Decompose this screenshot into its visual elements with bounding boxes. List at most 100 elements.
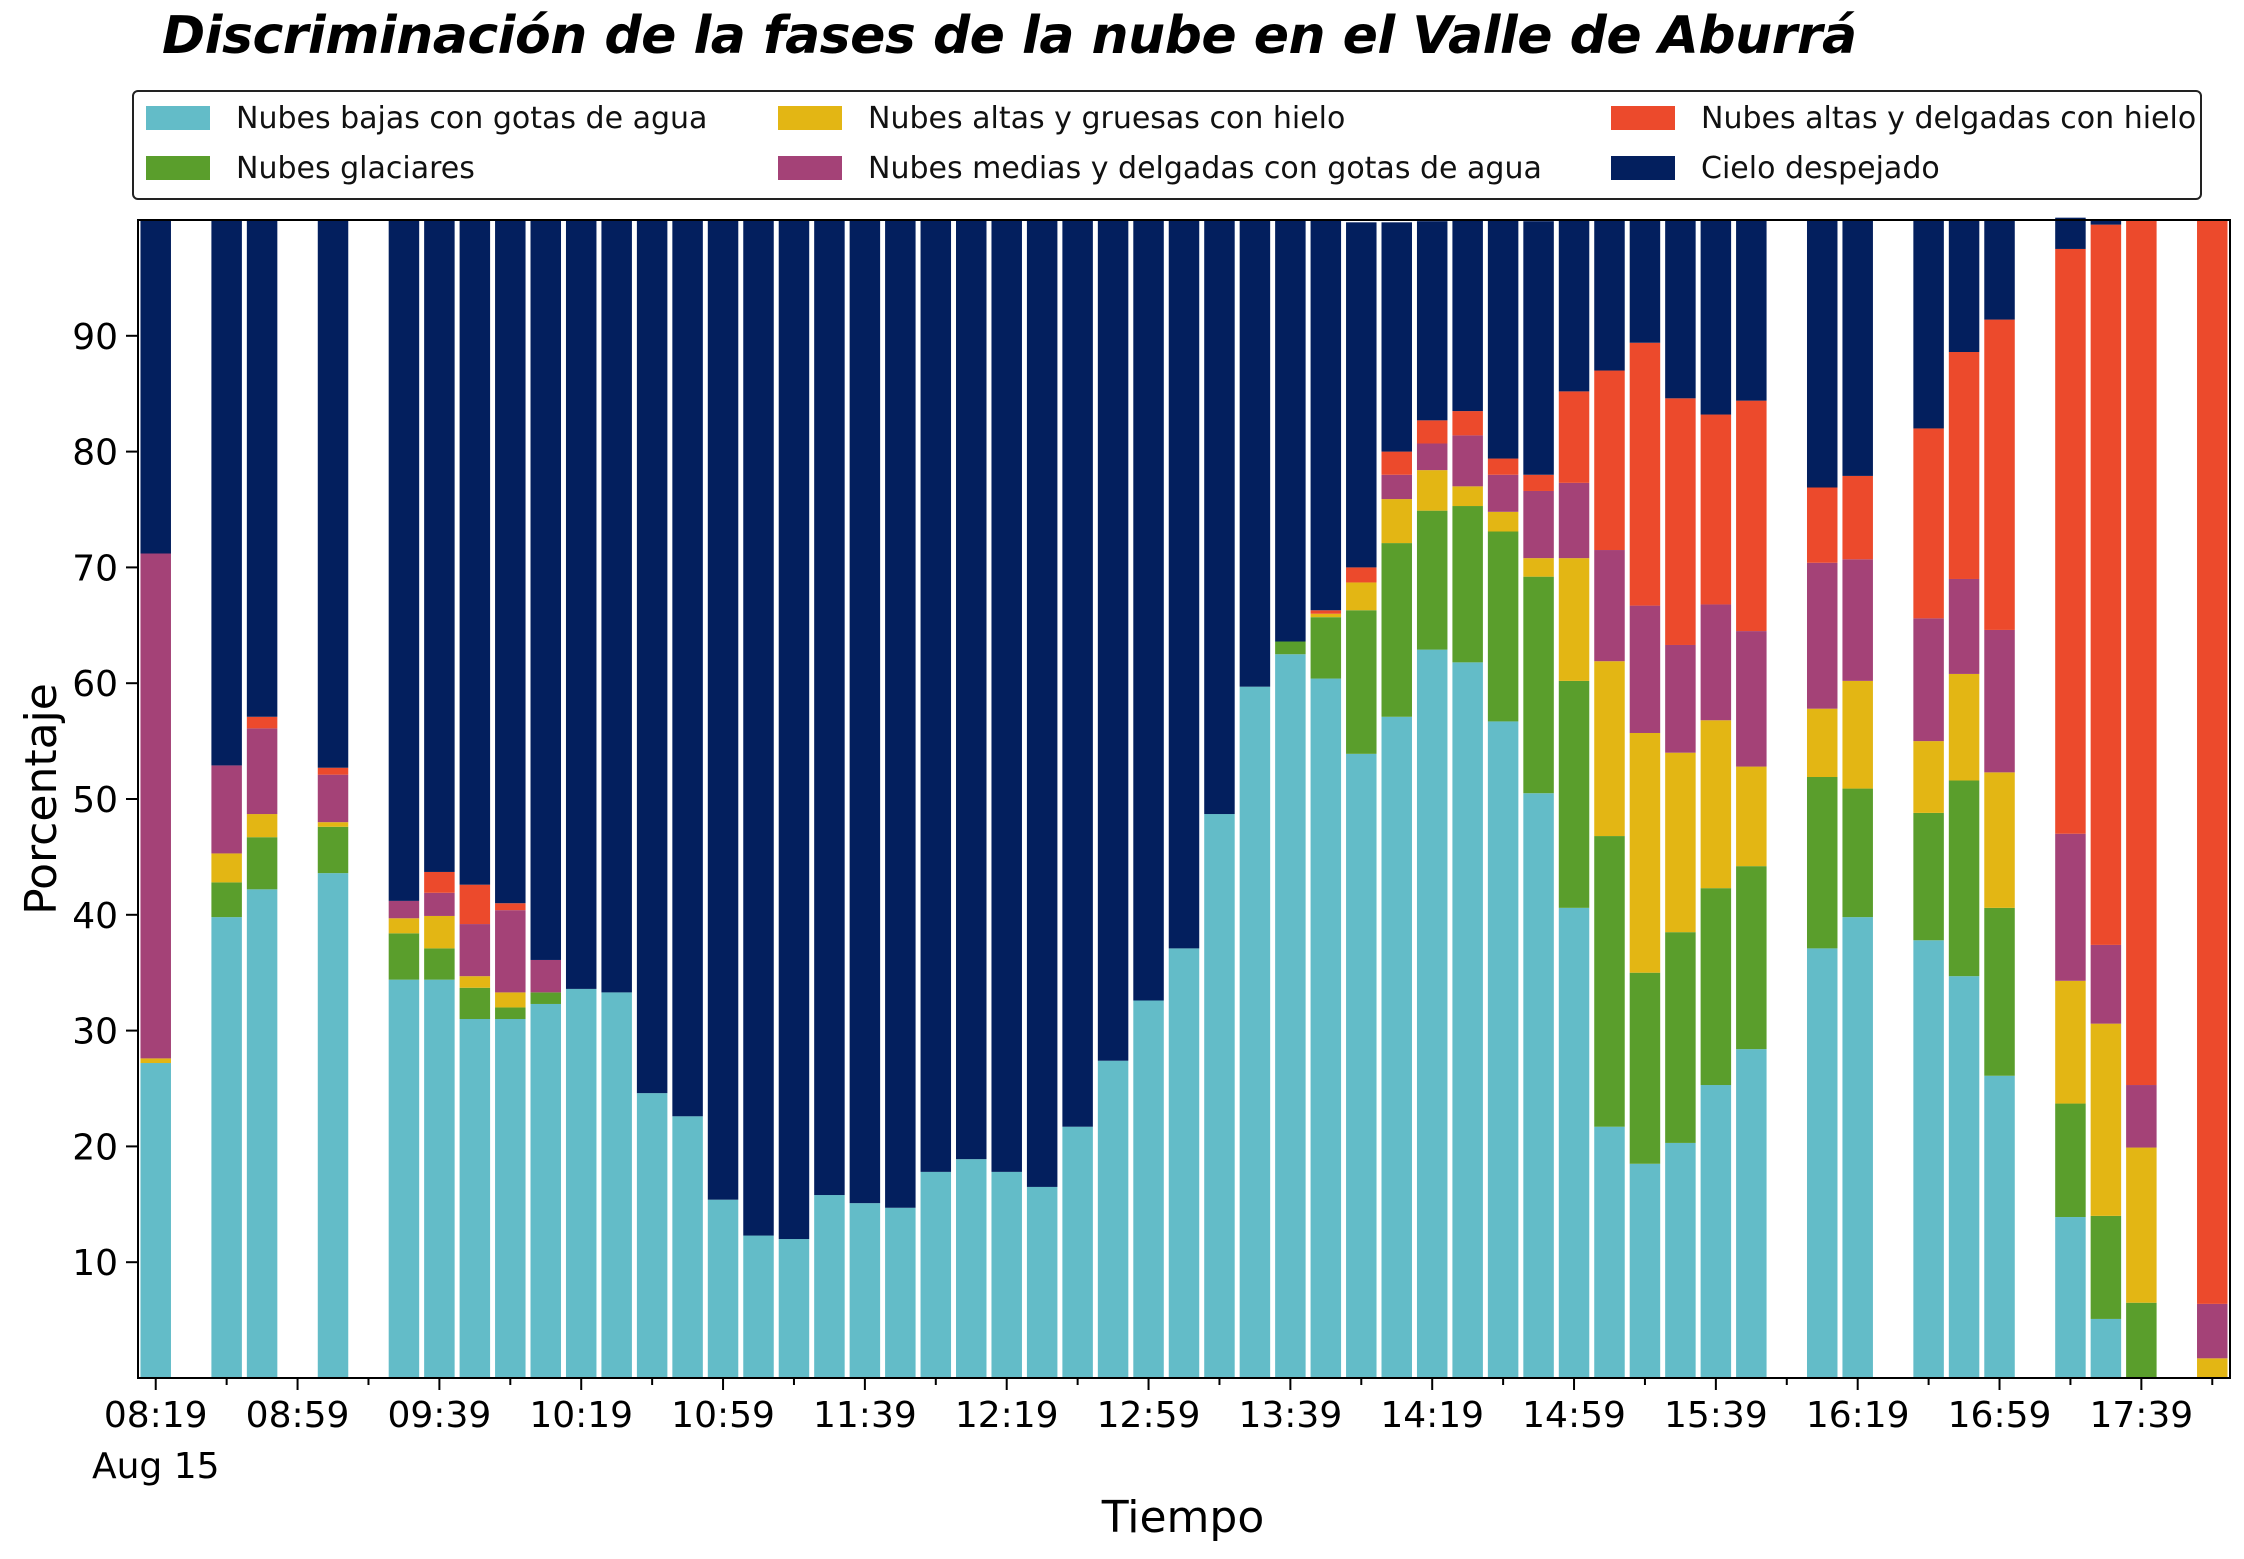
bar-nubes-bajas-con-gotas-de-agua-30: [1204, 814, 1235, 1378]
bar-nubes-altas-y-delgadas-con-hielo-50: [1913, 428, 1944, 619]
bar-nubes-bajas-con-gotas-de-agua-47: [1806, 948, 1838, 1378]
bar-nubes-altas-y-gruesas-con-hielo-2: [211, 853, 242, 883]
bar-nubes-altas-y-delgadas-con-hielo-3: [246, 716, 278, 729]
bar-nubes-glaciares-51: [1948, 780, 1980, 977]
bar-nubes-bajas-con-gotas-de-agua-34: [1346, 753, 1377, 1378]
bar-nubes-medias-y-delgadas-con-gotas-de-agua-51: [1948, 578, 1980, 674]
bar-nubes-altas-y-delgadas-con-hielo-54: [2055, 248, 2086, 834]
bar-nubes-medias-y-delgadas-con-gotas-de-agua-58: [2197, 1303, 2228, 1359]
bar-nubes-altas-y-delgadas-con-hielo-34: [1346, 567, 1377, 583]
bar-nubes-glaciares-35: [1381, 543, 1412, 717]
bar-cielo-despejado-27: [1097, 220, 1129, 1061]
legend-item-cielo-despejado: Cielo despejado: [1611, 148, 1940, 188]
bar-nubes-altas-y-delgadas-con-hielo-56: [2126, 220, 2157, 1086]
bar-nubes-bajas-con-gotas-de-agua-28: [1133, 1000, 1164, 1378]
bar-nubes-bajas-con-gotas-de-agua-13: [601, 992, 632, 1378]
bar-nubes-bajas-con-gotas-de-agua-9: [459, 1019, 491, 1378]
bar-nubes-bajas-con-gotas-de-agua-39: [1523, 793, 1554, 1378]
bar-nubes-bajas-con-gotas-de-agua-10: [495, 1019, 526, 1378]
x-tick-label: 09:39: [388, 1395, 492, 1436]
bar-cielo-despejado-14: [636, 220, 668, 1094]
bar-nubes-medias-y-delgadas-con-gotas-de-agua-2: [211, 765, 242, 854]
bar-nubes-altas-y-gruesas-con-hielo-40: [1558, 558, 1590, 681]
legend-label: Nubes medias y delgadas con gotas de agu…: [868, 150, 1542, 186]
bar-nubes-altas-y-delgadas-con-hielo-43: [1665, 398, 1696, 645]
bar-nubes-altas-y-delgadas-con-hielo-42: [1629, 342, 1661, 606]
bar-nubes-glaciares-34: [1346, 610, 1377, 754]
bar-cielo-despejado-38: [1487, 220, 1519, 459]
y-tick-label: 10: [72, 1243, 118, 1284]
x-tick-label: 08:19: [104, 1395, 208, 1436]
bar-nubes-medias-y-delgadas-con-gotas-de-agua-40: [1558, 482, 1590, 559]
bar-nubes-bajas-con-gotas-de-agua-19: [814, 1195, 845, 1378]
bar-nubes-glaciares-36: [1416, 510, 1448, 650]
legend-item-nubes-altas-y-delgadas-con-hielo: Nubes altas y delgadas con hielo: [1611, 98, 2196, 138]
bar-cielo-despejado-3: [246, 220, 278, 717]
x-tick-label: 08:59: [246, 1395, 350, 1436]
bar-nubes-altas-y-delgadas-con-hielo-51: [1948, 352, 1980, 579]
legend-swatch: [778, 156, 842, 180]
bar-nubes-altas-y-delgadas-con-hielo-38: [1487, 458, 1519, 475]
bar-nubes-medias-y-delgadas-con-gotas-de-agua-56: [2126, 1085, 2157, 1148]
bar-nubes-bajas-con-gotas-de-agua-21: [885, 1207, 916, 1378]
bar-nubes-altas-y-delgadas-con-hielo-41: [1594, 370, 1625, 551]
y-tick-label: 40: [72, 896, 118, 937]
bar-nubes-bajas-con-gotas-de-agua-0: [140, 1063, 171, 1378]
bar-nubes-glaciares-56: [2126, 1302, 2157, 1378]
bar-nubes-glaciares-2: [211, 882, 242, 918]
bar-cielo-despejado-41: [1594, 220, 1625, 371]
bar-nubes-glaciares-33: [1310, 617, 1342, 679]
bar-cielo-despejado-40: [1558, 220, 1590, 392]
bar-nubes-medias-y-delgadas-con-gotas-de-agua-47: [1806, 562, 1838, 709]
bar-cielo-despejado-2: [211, 220, 242, 766]
bar-nubes-altas-y-delgadas-con-hielo-40: [1558, 391, 1590, 483]
bar-cielo-despejado-11: [530, 220, 562, 960]
bar-nubes-bajas-con-gotas-de-agua-2: [211, 917, 242, 1378]
bar-nubes-medias-y-delgadas-con-gotas-de-agua-52: [1984, 629, 2015, 773]
bar-nubes-bajas-con-gotas-de-agua-40: [1558, 907, 1590, 1378]
bar-cielo-despejado-30: [1204, 220, 1235, 815]
bar-nubes-bajas-con-gotas-de-agua-23: [956, 1159, 987, 1378]
bar-nubes-altas-y-gruesas-con-hielo-0: [140, 1058, 171, 1064]
bar-nubes-glaciares-43: [1665, 932, 1696, 1143]
bar-nubes-bajas-con-gotas-de-agua-5: [317, 873, 349, 1378]
bar-cielo-despejado-45: [1736, 220, 1767, 401]
bars-layer: [140, 217, 2228, 1378]
bar-nubes-glaciares-54: [2055, 1103, 2086, 1218]
legend-item-nubes-altas-y-gruesas-con-hielo: Nubes altas y gruesas con hielo: [778, 98, 1345, 138]
y-tick-label: 50: [72, 780, 118, 821]
y-axis: 10 20 30 40 50 60 70 80 90: [72, 317, 138, 1284]
bar-nubes-altas-y-gruesas-con-hielo-54: [2055, 980, 2086, 1104]
legend-label: Nubes glaciares: [236, 150, 475, 186]
bar-cielo-despejado-54: [2055, 217, 2086, 249]
bar-nubes-glaciares-37: [1452, 506, 1483, 663]
y-tick-label: 60: [72, 664, 118, 705]
legend-swatch: [1611, 156, 1675, 180]
bar-nubes-medias-y-delgadas-con-gotas-de-agua-11: [530, 959, 562, 993]
bar-nubes-glaciares-50: [1913, 812, 1944, 941]
bar-nubes-altas-y-gruesas-con-hielo-42: [1629, 732, 1661, 973]
bar-cielo-despejado-50: [1913, 220, 1944, 429]
bar-nubes-bajas-con-gotas-de-agua-26: [1062, 1126, 1093, 1378]
bar-nubes-medias-y-delgadas-con-gotas-de-agua-38: [1487, 474, 1519, 512]
bar-nubes-altas-y-delgadas-con-hielo-5: [317, 767, 349, 775]
bar-nubes-altas-y-gruesas-con-hielo-41: [1594, 661, 1625, 837]
y-tick-label: 70: [72, 548, 118, 589]
bar-nubes-medias-y-delgadas-con-gotas-de-agua-39: [1523, 490, 1554, 559]
bar-nubes-altas-y-gruesas-con-hielo-43: [1665, 752, 1696, 933]
bar-nubes-glaciares-39: [1523, 576, 1554, 794]
bar-nubes-bajas-con-gotas-de-agua-17: [743, 1235, 774, 1378]
bar-nubes-altas-y-gruesas-con-hielo-5: [317, 822, 349, 827]
bar-nubes-medias-y-delgadas-con-gotas-de-agua-10: [495, 910, 526, 993]
bar-nubes-medias-y-delgadas-con-gotas-de-agua-48: [1842, 559, 1873, 681]
bar-nubes-altas-y-gruesas-con-hielo-34: [1346, 582, 1377, 611]
legend-item-nubes-bajas-con-gotas-de-agua: Nubes bajas con gotas de agua: [146, 98, 707, 138]
bar-nubes-altas-y-gruesas-con-hielo-37: [1452, 486, 1483, 507]
bar-nubes-altas-y-delgadas-con-hielo-10: [495, 903, 526, 911]
bar-nubes-altas-y-gruesas-con-hielo-7: [388, 918, 420, 934]
bar-nubes-bajas-con-gotas-de-agua-45: [1736, 1049, 1767, 1378]
bar-cielo-despejado-42: [1629, 220, 1661, 343]
bar-nubes-altas-y-delgadas-con-hielo-35: [1381, 451, 1412, 475]
bar-nubes-altas-y-delgadas-con-hielo-47: [1806, 487, 1838, 563]
bar-nubes-bajas-con-gotas-de-agua-14: [636, 1093, 668, 1378]
